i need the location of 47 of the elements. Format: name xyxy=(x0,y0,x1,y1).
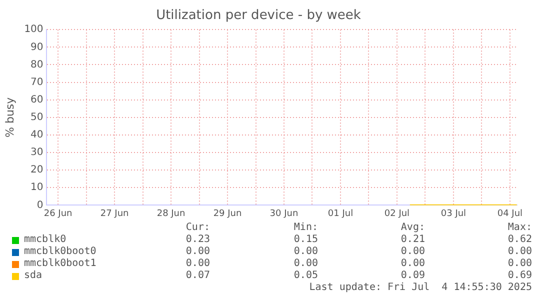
text: 0.21 xyxy=(400,234,425,246)
y-tick-label: 60 xyxy=(30,94,44,106)
y-tick-label: 30 xyxy=(30,147,44,158)
legend-label: mmcblk0 xyxy=(23,234,68,246)
y-tick-label: 70 xyxy=(30,76,44,88)
text: Max: xyxy=(506,222,532,234)
x-tick-label: 29 Jun xyxy=(213,208,242,219)
legend-label: mmcblk0boot0 xyxy=(23,246,98,258)
text: Min: xyxy=(292,222,318,234)
text: Cur: xyxy=(184,222,210,234)
chart-title: Utilization per device - by week xyxy=(156,8,362,24)
legend-label: mmcblk0boot1 xyxy=(23,258,98,270)
text: 0.00 xyxy=(292,258,318,270)
x-tick-label: 30 Jun xyxy=(270,208,298,219)
y-tick-label: 100 xyxy=(24,24,44,36)
y-tick-label: 50 xyxy=(30,112,44,123)
text: 0.62 xyxy=(506,234,532,246)
x-tick-label: 03 Jul xyxy=(440,208,466,219)
x-tick-label: 01 Jul xyxy=(328,208,354,219)
y-tick-label: 80 xyxy=(30,59,44,70)
x-tick-label: 27 Jun xyxy=(100,208,129,219)
text: 0.07 xyxy=(184,270,210,282)
legend-label: sda xyxy=(23,270,44,282)
text: 0.00 xyxy=(506,246,532,258)
x-tick-label: 04 Jul xyxy=(497,208,523,219)
y-tick-label: 90 xyxy=(30,42,44,53)
x-tick-label: 28 Jun xyxy=(156,208,186,219)
y-tick-label: 0 xyxy=(36,200,44,211)
text: 0.00 xyxy=(292,246,318,258)
text: 0.00 xyxy=(184,246,210,258)
y-axis-title: % busy xyxy=(3,96,16,138)
y-tick-label: 40 xyxy=(30,130,44,141)
text: 0.00 xyxy=(506,258,532,270)
text: 0.00 xyxy=(400,258,425,270)
y-tick-label: 10 xyxy=(30,182,44,194)
text: 0.69 xyxy=(506,270,532,282)
x-tick-label: 26 Jun xyxy=(44,208,72,219)
text: Avg: xyxy=(400,222,425,234)
x-tick-label: 02 Jul xyxy=(384,208,410,219)
text: 0.00 xyxy=(400,246,425,258)
y-tick-label: 20 xyxy=(30,164,44,176)
text: 0.00 xyxy=(184,258,210,270)
text: 0.23 xyxy=(184,234,210,246)
text: Last update: Fri Jul 4 14:55:30 2025 xyxy=(308,282,533,294)
text: 0.09 xyxy=(400,270,425,282)
text: 0.05 xyxy=(292,270,318,282)
text: 0.15 xyxy=(292,234,318,246)
